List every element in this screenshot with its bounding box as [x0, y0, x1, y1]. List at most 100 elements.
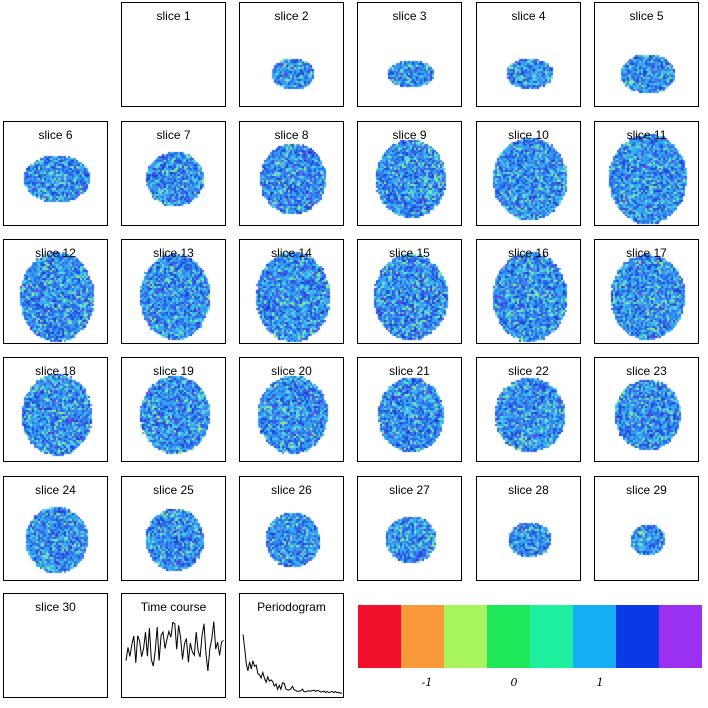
- slice-panel: slice 23: [594, 357, 699, 462]
- slice-title: slice 13: [153, 246, 194, 260]
- colorbar: [358, 605, 702, 668]
- colorbar-swatch: [573, 605, 616, 668]
- slice-panel: slice 8: [239, 121, 344, 226]
- slice-title: slice 18: [35, 364, 76, 378]
- slice-panel: slice 26: [239, 476, 344, 581]
- time-course-line: [125, 621, 224, 672]
- slice-title: slice 8: [274, 128, 309, 142]
- slice-panel: slice 6: [3, 121, 108, 226]
- slice-panel: slice 9: [357, 121, 462, 226]
- slice-image: [358, 240, 461, 343]
- slice-title: slice 16: [508, 246, 549, 260]
- slice-title: slice 19: [153, 364, 194, 378]
- slice-panel: slice 15: [357, 239, 462, 344]
- slice-image: [4, 594, 107, 697]
- slice-image: [477, 358, 580, 461]
- slice-image: [4, 358, 107, 461]
- slice-title: slice 25: [153, 483, 194, 497]
- slice-image: [4, 240, 107, 343]
- slice-image: [595, 3, 698, 106]
- slice-image: [477, 3, 580, 106]
- time-course-title: Time course: [140, 600, 207, 614]
- slice-image: [358, 3, 461, 106]
- slice-panel: slice 19: [121, 357, 226, 462]
- slice-image: [122, 240, 225, 343]
- slice-image: [240, 122, 343, 225]
- slice-panel: slice 10: [476, 121, 581, 226]
- slice-image: [122, 122, 225, 225]
- slice-image: [122, 358, 225, 461]
- slice-image: [240, 477, 343, 580]
- colorbar-swatch: [659, 605, 702, 668]
- slice-panel: slice 7: [121, 121, 226, 226]
- slice-image: [240, 358, 343, 461]
- colorbar-tick-0: 0: [510, 676, 518, 689]
- colorbar-tick-1: 1: [596, 676, 604, 689]
- slice-image: [122, 477, 225, 580]
- slice-panel: slice 13: [121, 239, 226, 344]
- slice-panel: slice 24: [3, 476, 108, 581]
- slice-image: [358, 122, 461, 225]
- slice-image: [477, 240, 580, 343]
- slice-title: slice 2: [274, 9, 309, 23]
- slice-title: slice 24: [35, 483, 76, 497]
- colorbar-tick-neg1: -1: [421, 676, 433, 689]
- slice-image: [358, 477, 461, 580]
- slice-panel: slice 18: [3, 357, 108, 462]
- colorbar-swatch: [444, 605, 487, 668]
- slice-image: [4, 477, 107, 580]
- slice-panel: slice 2: [239, 2, 344, 107]
- colorbar-swatch: [530, 605, 573, 668]
- slice-title: slice 9: [392, 128, 427, 142]
- slice-panel: slice 1: [121, 2, 226, 107]
- slice-panel: slice 16: [476, 239, 581, 344]
- slice-title: slice 17: [626, 246, 667, 260]
- slice-image: [595, 240, 698, 343]
- slice-image: [595, 477, 698, 580]
- colorbar-swatch: [487, 605, 530, 668]
- slice-title: slice 30: [35, 600, 76, 614]
- slice-title: slice 21: [389, 364, 430, 378]
- slice-panel: slice 20: [239, 357, 344, 462]
- slice-image: [595, 122, 698, 225]
- time-course-panel: Time course: [121, 593, 226, 698]
- slice-title: slice 6: [38, 128, 73, 142]
- slice-title: slice 29: [626, 483, 667, 497]
- periodogram-title: Periodogram: [257, 600, 326, 614]
- slice-image: [358, 358, 461, 461]
- slice-title: slice 20: [271, 364, 312, 378]
- slice-panel: slice 28: [476, 476, 581, 581]
- slice-panel: slice 4: [476, 2, 581, 107]
- slice-panel: slice 12: [3, 239, 108, 344]
- slice-panel: slice 29: [594, 476, 699, 581]
- slice-image: [477, 477, 580, 580]
- colorbar-swatch: [358, 605, 401, 668]
- slice-image: [477, 122, 580, 225]
- slice-title: slice 22: [508, 364, 549, 378]
- slice-title: slice 3: [392, 9, 427, 23]
- slice-title: slice 15: [389, 246, 430, 260]
- slice-image: [122, 3, 225, 106]
- slice-panel: slice 21: [357, 357, 462, 462]
- slice-title: slice 12: [35, 246, 76, 260]
- slice-title: slice 7: [156, 128, 191, 142]
- slice-title: slice 27: [389, 483, 430, 497]
- slice-panel: slice 30: [3, 593, 108, 698]
- slice-title: slice 28: [508, 483, 549, 497]
- slice-title: slice 14: [271, 246, 312, 260]
- slice-title: slice 11: [626, 128, 667, 142]
- slice-image: [595, 358, 698, 461]
- slice-image: [4, 122, 107, 225]
- slice-panel: slice 17: [594, 239, 699, 344]
- slice-panel: slice 11: [594, 121, 699, 226]
- slice-panel: slice 5: [594, 2, 699, 107]
- slice-panel: slice 3: [357, 2, 462, 107]
- slice-image: [240, 3, 343, 106]
- periodogram-line: [242, 634, 343, 694]
- colorbar-swatch: [616, 605, 659, 668]
- slice-panel: slice 14: [239, 239, 344, 344]
- slice-title: slice 4: [511, 9, 546, 23]
- colorbar-swatch: [401, 605, 444, 668]
- slice-title: slice 1: [156, 9, 191, 23]
